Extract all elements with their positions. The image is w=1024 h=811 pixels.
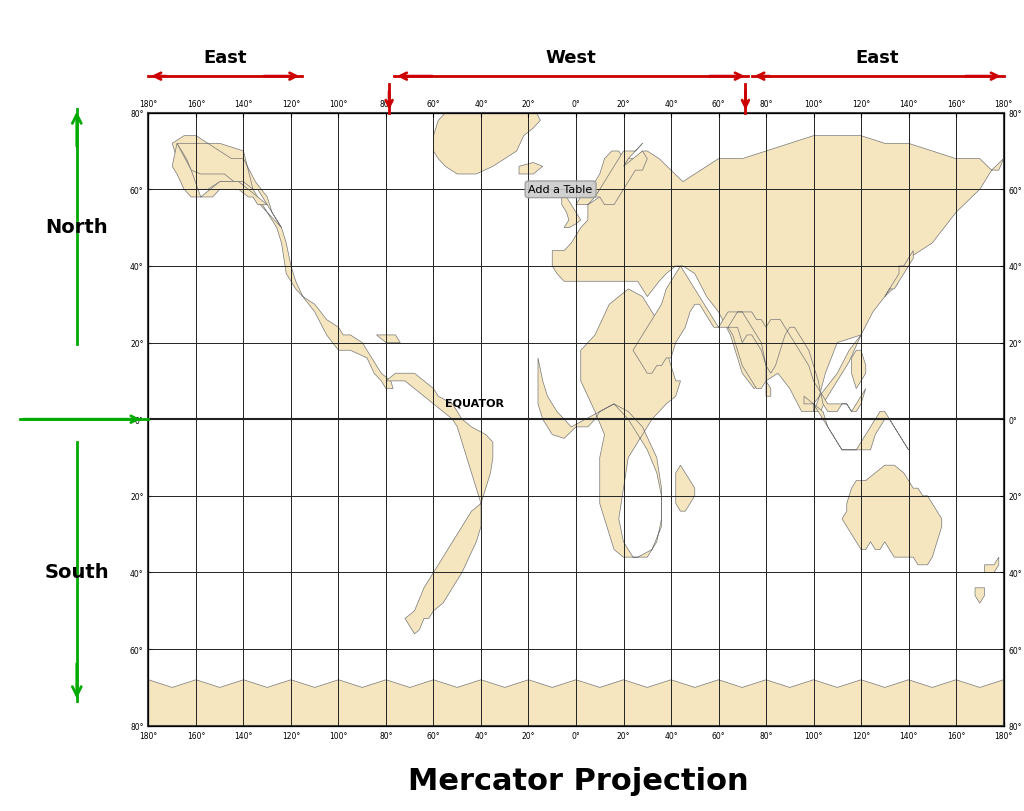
Polygon shape: [984, 557, 998, 573]
Polygon shape: [804, 397, 908, 450]
Polygon shape: [148, 680, 1004, 726]
Polygon shape: [538, 290, 681, 557]
Text: South: South: [44, 562, 110, 581]
Polygon shape: [842, 466, 942, 565]
Polygon shape: [562, 198, 581, 229]
Text: EQUATOR: EQUATOR: [445, 398, 505, 408]
Polygon shape: [552, 136, 1004, 412]
Text: Add a Table: Add a Table: [528, 185, 593, 195]
Text: East: East: [204, 49, 247, 67]
Polygon shape: [588, 144, 647, 205]
Polygon shape: [676, 466, 694, 512]
Text: West: West: [546, 49, 596, 67]
Polygon shape: [975, 588, 984, 603]
Text: East: East: [856, 49, 899, 67]
Text: North: North: [45, 217, 109, 237]
Text: Mercator Projection: Mercator Projection: [409, 766, 749, 795]
Polygon shape: [885, 251, 913, 297]
Polygon shape: [633, 267, 865, 412]
Polygon shape: [433, 98, 541, 175]
Polygon shape: [766, 381, 771, 397]
Polygon shape: [386, 374, 493, 634]
Polygon shape: [172, 136, 393, 389]
Polygon shape: [172, 144, 267, 205]
Polygon shape: [377, 336, 400, 343]
Polygon shape: [519, 163, 543, 175]
Polygon shape: [852, 351, 865, 389]
